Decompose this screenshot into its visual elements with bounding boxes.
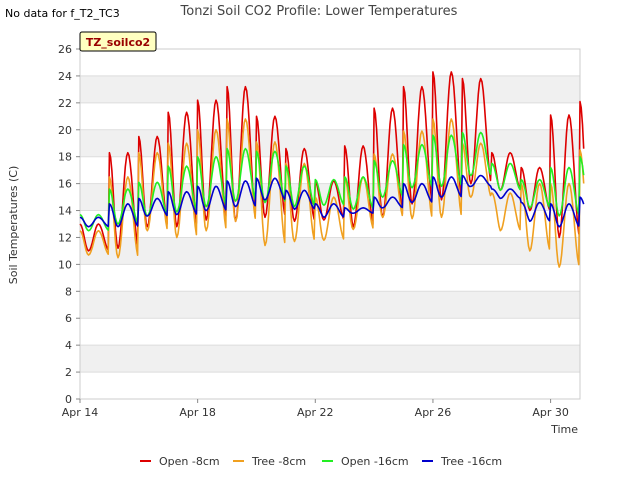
station-label: TZ_soilco2 bbox=[86, 36, 150, 49]
series-lines bbox=[79, 71, 585, 268]
y-tick-label: 4 bbox=[65, 339, 72, 352]
y-tick-label: 8 bbox=[65, 285, 72, 298]
y-tick-label: 18 bbox=[58, 151, 72, 164]
grid-band bbox=[80, 345, 580, 373]
y-tick-label: 16 bbox=[58, 178, 72, 191]
legend: Open -8cm Tree -8cm Open -16cm Tree -16cm bbox=[140, 455, 502, 468]
x-axis-label: Time bbox=[550, 423, 578, 436]
plot-background bbox=[80, 49, 580, 399]
y-tick-label: 12 bbox=[58, 231, 72, 244]
y-tick-label: 10 bbox=[58, 258, 72, 271]
x-tick-label: Apr 30 bbox=[532, 406, 569, 419]
x-tick-label: Apr 18 bbox=[179, 406, 216, 419]
y-tick-label: 20 bbox=[58, 124, 72, 137]
y-axis-label: Soil Temperatures (C) bbox=[7, 166, 20, 285]
y-tick-label: 14 bbox=[58, 205, 72, 218]
chart-title: Tonzi Soil CO2 Profile: Lower Temperatur… bbox=[180, 4, 458, 19]
y-tick-label: 0 bbox=[65, 393, 72, 406]
series-line bbox=[79, 131, 585, 232]
grid-band bbox=[80, 75, 580, 103]
y-tick-label: 6 bbox=[65, 312, 72, 325]
x-tick-label: Apr 26 bbox=[415, 406, 452, 419]
x-tick-label: Apr 22 bbox=[297, 406, 334, 419]
grid-band bbox=[80, 129, 580, 157]
y-tick-label: 22 bbox=[58, 97, 72, 110]
grid-band bbox=[80, 237, 580, 265]
legend-label: Tree -16cm bbox=[440, 455, 502, 468]
grid-band bbox=[80, 291, 580, 319]
series-line bbox=[79, 174, 585, 228]
no-data-note: No data for f_T2_TC3 bbox=[5, 7, 120, 20]
y-tick-label: 24 bbox=[58, 70, 72, 83]
legend-item: Open -16cm bbox=[322, 455, 409, 468]
y-tick-label: 26 bbox=[58, 43, 72, 56]
x-tick-label: Apr 14 bbox=[62, 406, 99, 419]
x-axis: Apr 14 Apr 18 Apr 22 Apr 26 Apr 30 bbox=[62, 399, 569, 419]
legend-item: Tree -16cm bbox=[422, 455, 502, 468]
station-label-box: TZ_soilco2 bbox=[79, 31, 157, 52]
legend-label: Tree -8cm bbox=[251, 455, 306, 468]
legend-label: Open -16cm bbox=[341, 455, 409, 468]
legend-item: Tree -8cm bbox=[233, 455, 306, 468]
legend-item: Open -8cm bbox=[140, 455, 220, 468]
legend-label: Open -8cm bbox=[159, 455, 220, 468]
y-tick-label: 2 bbox=[65, 366, 72, 379]
